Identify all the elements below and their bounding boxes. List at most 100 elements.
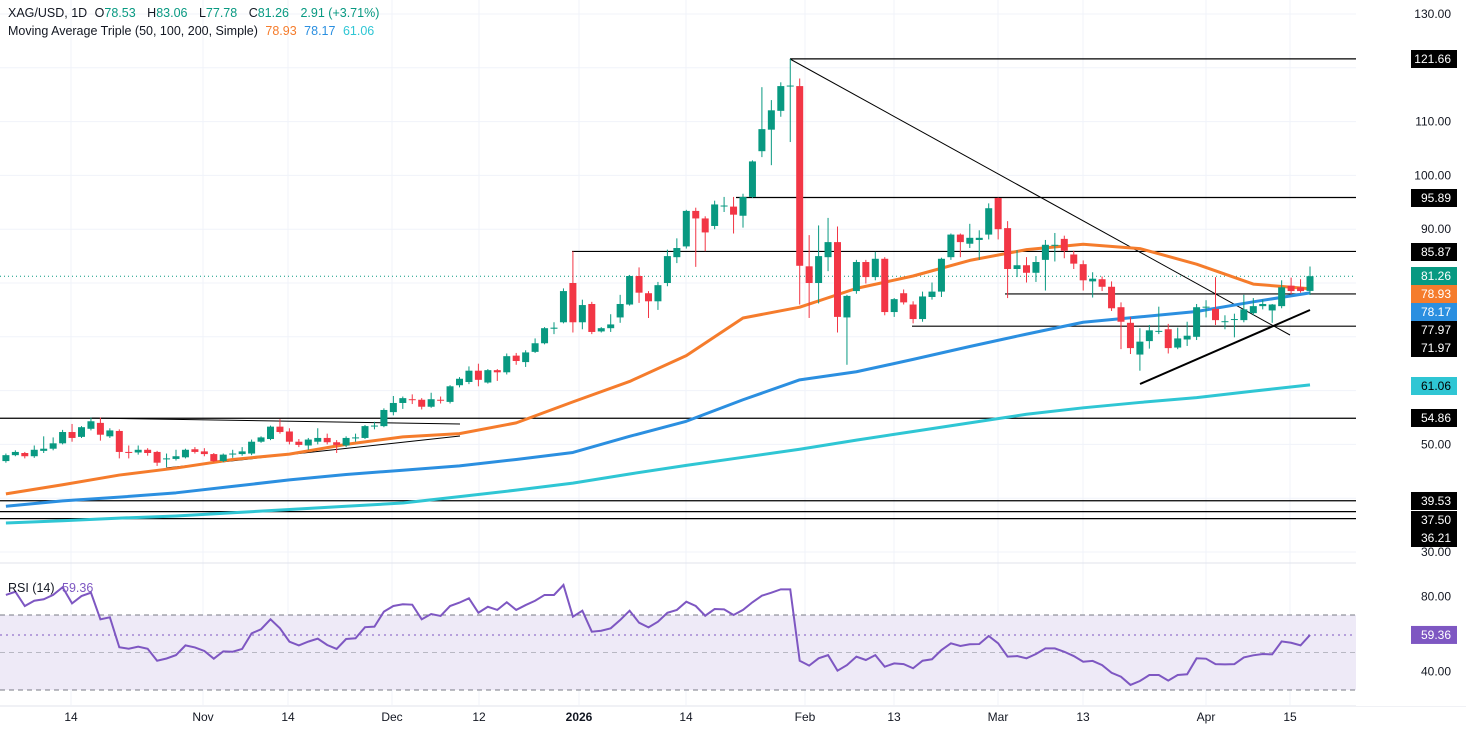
candle-body (219, 454, 227, 462)
candle (1089, 272, 1097, 298)
candle-body (285, 431, 293, 442)
candle (626, 274, 634, 306)
candle (616, 294, 624, 323)
candle (437, 396, 445, 404)
candle-body (588, 303, 596, 332)
candle (824, 217, 832, 272)
candle-body (1287, 285, 1295, 292)
candle-body (900, 293, 908, 303)
candle (191, 447, 199, 454)
candle (323, 433, 331, 445)
candle-body (512, 355, 520, 362)
candle-body (815, 256, 823, 283)
candle (739, 193, 747, 228)
candle (68, 423, 76, 442)
candle (1041, 239, 1049, 291)
trendlines[interactable] (89, 58, 1311, 469)
candle (1193, 303, 1201, 341)
candle (295, 439, 303, 448)
candle (767, 100, 775, 166)
candle (493, 369, 501, 381)
low-label: L (198, 6, 206, 20)
candle (852, 259, 860, 294)
candle (1145, 324, 1153, 349)
candle (474, 363, 482, 387)
candle (645, 291, 652, 318)
candle (1164, 323, 1172, 354)
candle-body (1268, 304, 1276, 311)
trendline[interactable] (89, 417, 461, 425)
price-axis[interactable]: 130.00 110.00 100.00 90.00 50.00 30.00 80.00 40… (1356, 0, 1466, 706)
candle-body (947, 234, 955, 258)
candle (550, 322, 558, 335)
candle-body (1230, 319, 1238, 321)
candle (40, 436, 48, 454)
rsi-tick: 80.00 (1421, 589, 1451, 603)
candle-body (163, 458, 171, 460)
open-value: 78.53 (104, 6, 136, 20)
candle (408, 394, 416, 405)
last-price-badge: 81.26 (1421, 269, 1451, 283)
candle (1126, 316, 1134, 355)
candle (1117, 302, 1125, 350)
candle-body (852, 262, 860, 292)
candle-body (559, 291, 567, 323)
candle-body (994, 197, 1002, 230)
rsi-line (5, 583, 1311, 687)
time-tick: Feb (795, 710, 816, 724)
symbol-legend[interactable]: XAG/USD, 1D O78.53 H83.06 L77.78 C81.26 … (8, 6, 383, 20)
candle-body (427, 399, 435, 407)
candle (966, 223, 974, 249)
candle (569, 251, 577, 333)
candle-body (380, 409, 388, 427)
candle-body (919, 296, 927, 320)
candle-body (49, 443, 57, 449)
candle-body (1079, 264, 1087, 281)
candle (1051, 232, 1059, 262)
rsi-legend[interactable]: RSI (14) 59.36 (8, 581, 97, 595)
ma100-badge-bg (1411, 303, 1457, 321)
trendline[interactable] (789, 58, 1291, 336)
rsi-badge-bg (1411, 625, 1457, 644)
candle (673, 238, 681, 264)
level-badge-bg (1411, 321, 1457, 339)
candle-body (106, 430, 114, 437)
rsi-title: RSI (14) (8, 581, 55, 595)
candle-body (370, 425, 378, 427)
candle (172, 449, 180, 461)
rsi-badge: 59.36 (1421, 628, 1451, 642)
candle (144, 448, 152, 456)
ma200-line (5, 383, 1311, 525)
candle-body (739, 196, 747, 216)
candle-body (1249, 306, 1257, 314)
time-tick: Nov (192, 710, 213, 724)
candle-body (928, 291, 936, 297)
level-badge: 85.87 (1421, 245, 1451, 259)
time-axis[interactable]: 14 Nov 14 Dec 12 2026 14 Feb 13 Mar 13 Apr 15 (64, 710, 1297, 724)
candle (314, 428, 322, 445)
candle (985, 203, 993, 240)
candle (730, 196, 738, 234)
candle (928, 282, 936, 300)
rsi-tick: 40.00 (1421, 664, 1451, 678)
candle (635, 267, 643, 303)
candle (956, 233, 964, 258)
candle (909, 301, 917, 324)
candle-body (456, 378, 463, 386)
candle-body (796, 86, 804, 266)
candle (352, 433, 360, 442)
level-badge-bg (1411, 339, 1457, 357)
candle (919, 291, 927, 322)
high-value: 83.06 (156, 6, 188, 20)
candle-body (522, 352, 530, 363)
time-tick: 2026 (566, 710, 593, 724)
candle (1306, 266, 1314, 295)
candle-body (389, 402, 397, 413)
candle-body (446, 386, 454, 402)
ma-legend[interactable]: Moving Average Triple (50, 100, 200, Sim… (8, 24, 378, 38)
trendline[interactable] (1139, 309, 1311, 385)
level-badge-bg (1411, 409, 1457, 427)
candle (238, 447, 246, 456)
level-badge: 54.86 (1421, 411, 1451, 425)
